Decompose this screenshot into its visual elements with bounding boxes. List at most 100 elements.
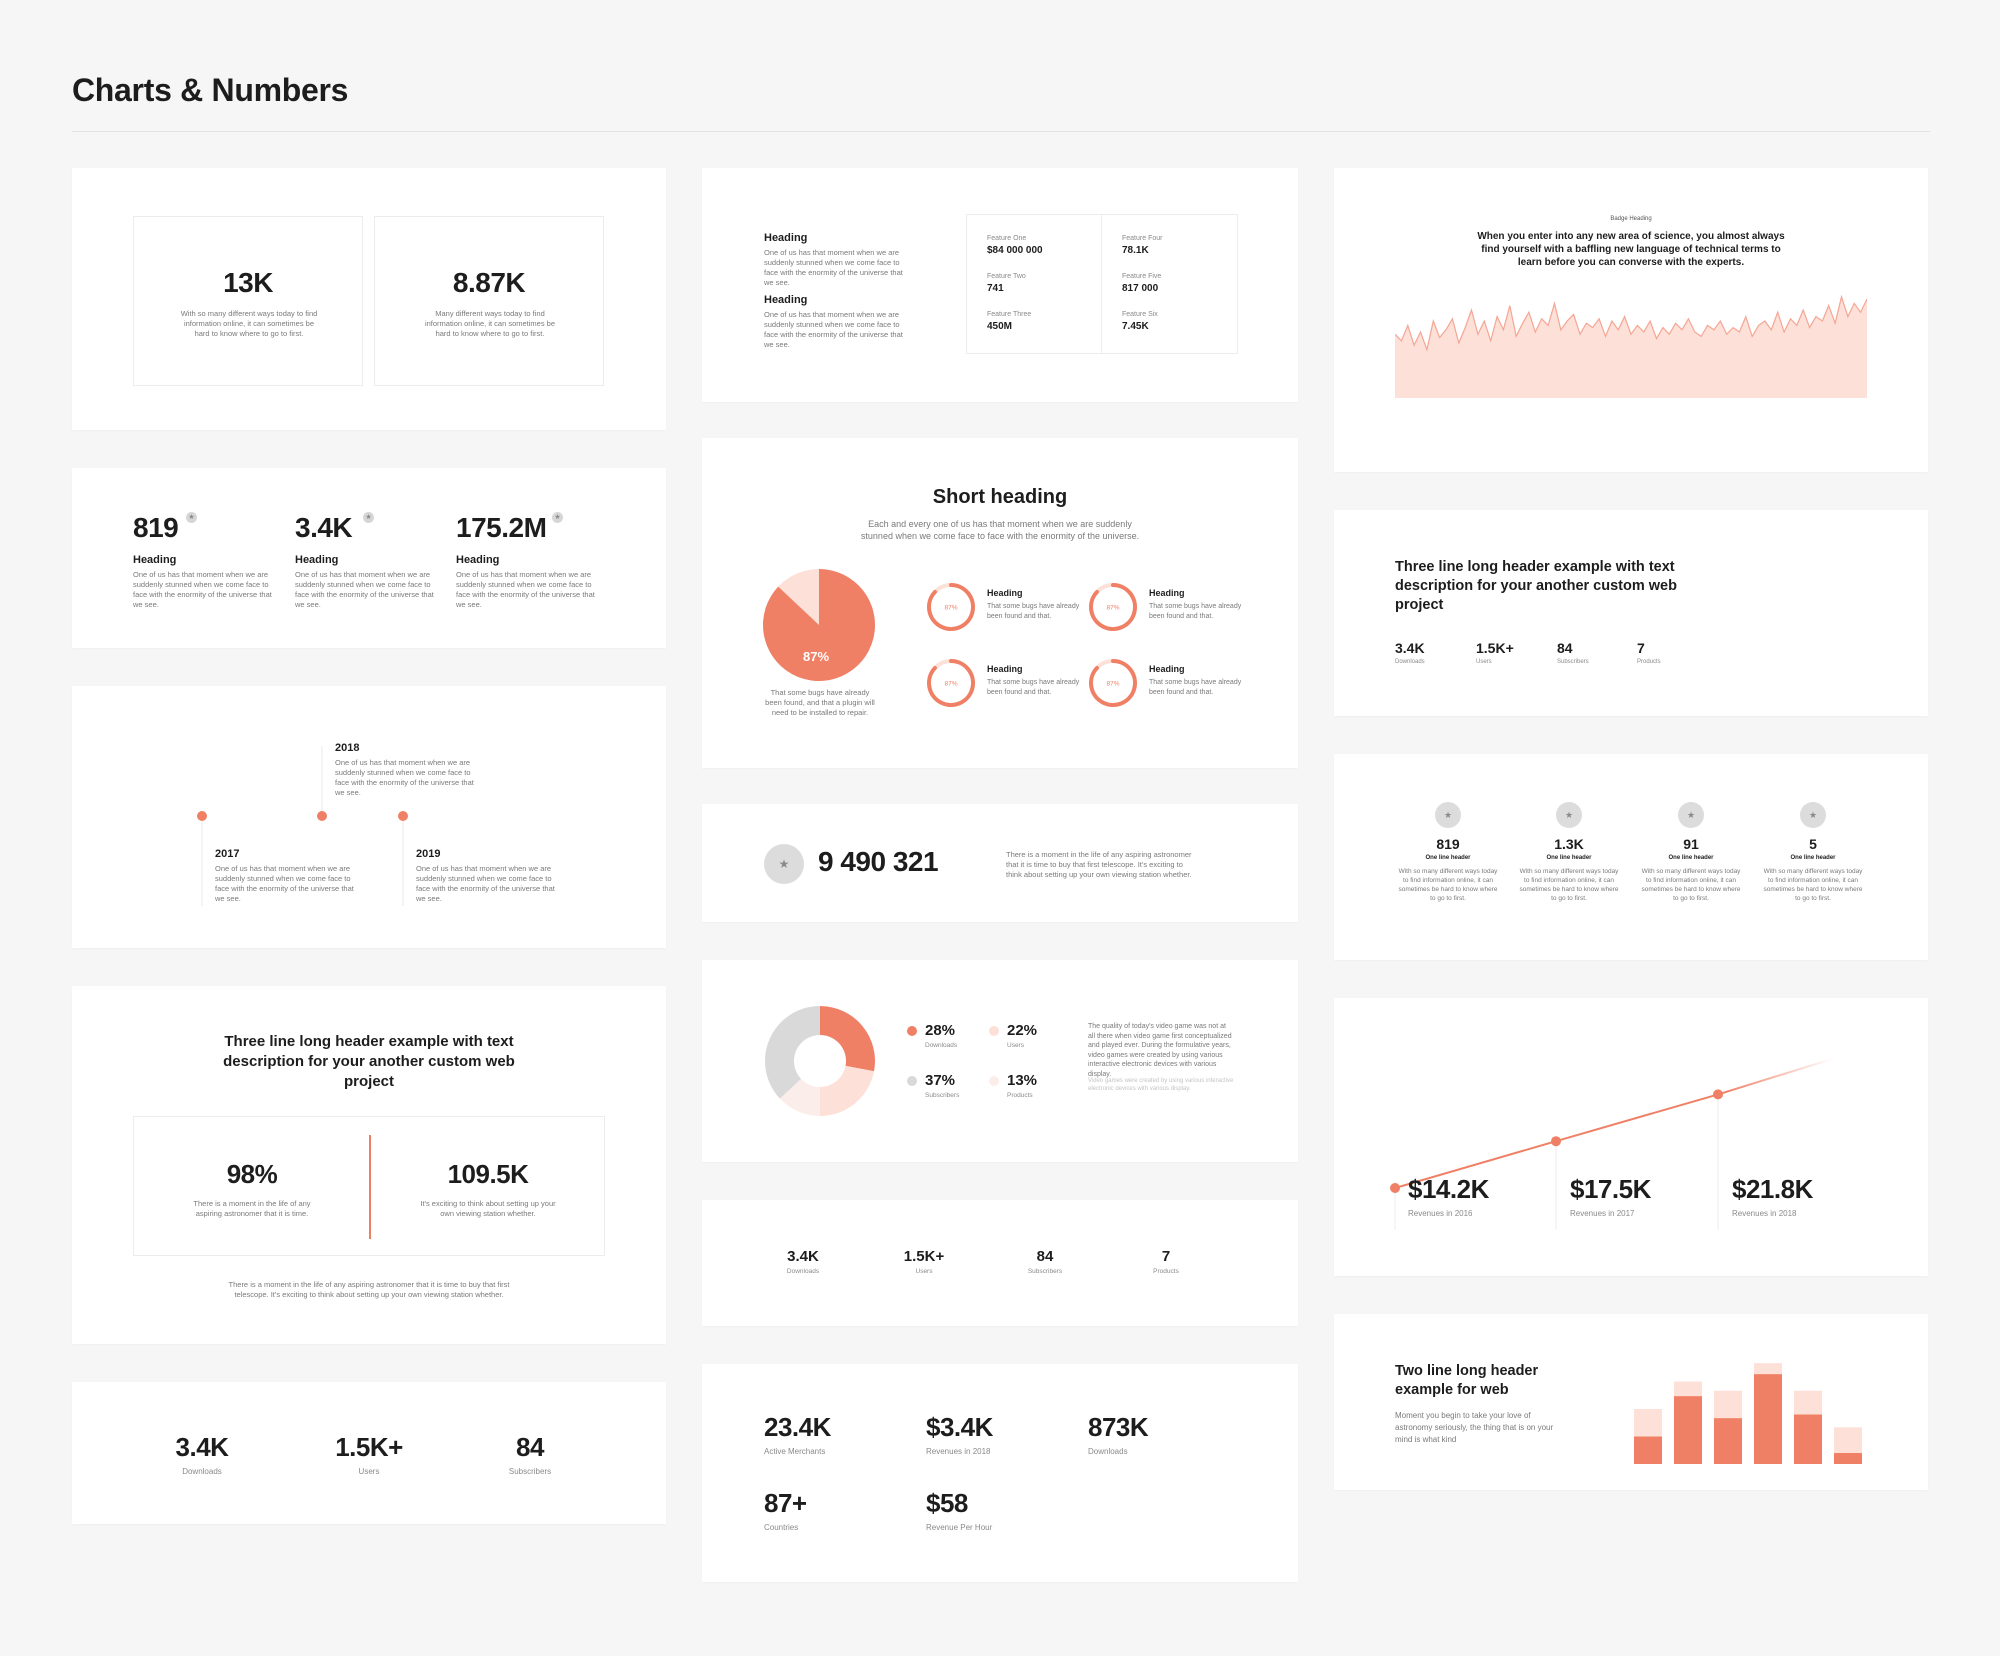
block-heading: Heading (764, 294, 808, 306)
star-icon: ★ (1435, 802, 1461, 828)
stat-item: 1.5K+ Users (1476, 640, 1514, 665)
stat-description: One of us has that moment when we are su… (295, 570, 434, 609)
pie-slice (763, 569, 875, 681)
donut-description-muted: Video games were created by using variou… (1088, 1078, 1234, 1092)
stat-label: Products (1153, 1268, 1179, 1275)
event-description: One of us has that moment when we are su… (416, 864, 555, 903)
heading-block: Heading One of us has that moment when w… (764, 294, 914, 350)
block-description: One of us has that moment when we are su… (764, 248, 903, 287)
revenue-point (1390, 1183, 1400, 1193)
revenue-item: $21.8K Revenues in 2018 (1732, 1174, 1813, 1218)
stat-value: 1.5K+ (335, 1432, 403, 1462)
stat-value: 87+ (764, 1488, 807, 1518)
stat-label: Subscribers (508, 1467, 552, 1476)
event-year: 2018 (335, 742, 360, 754)
ring-label: 87% (944, 681, 957, 688)
star-icon: ★ (1678, 802, 1704, 828)
comparison-card: Three line long header example with text… (72, 986, 666, 1344)
legend-dot (989, 1026, 999, 1036)
card-title: Short heading (932, 486, 1068, 508)
feature-item: Feature Four 78.1K (1122, 235, 1162, 256)
legend-dot (989, 1076, 999, 1086)
area-chart-card: Badge Heading When you enter into any ne… (1334, 168, 1928, 472)
stat-description: With so many different ways today to fin… (180, 309, 318, 338)
ring-heading: Heading (987, 664, 1023, 674)
features-card: Heading One of us has that moment when w… (702, 168, 1298, 402)
stat-item: ★ 5 One line header With so many differe… (1760, 802, 1866, 903)
card-title: Three line long header example with text… (1395, 559, 1677, 613)
block-heading: Heading (764, 232, 808, 244)
ring-heading: Heading (1149, 588, 1185, 598)
donut-card: 28% Downloads 22% Users 37% Subscribers … (702, 960, 1298, 1162)
ring-heading: Heading (1149, 664, 1185, 674)
stat-item: 23.4K Active Merchants (764, 1412, 831, 1456)
stat-item: 84 Subscribers (480, 1432, 580, 1476)
timeline-event: 2018 One of us has that moment when we a… (335, 742, 485, 798)
legend-dot (907, 1026, 917, 1036)
stat-description: There is a moment in the life of any asp… (193, 1199, 311, 1218)
ring-stat: 87% Heading That some bugs have already … (1086, 580, 1246, 640)
ring-label: 87% (1106, 681, 1119, 688)
progress-ring: 87% (1089, 583, 1137, 631)
stat-item: 1.5K+ Users (889, 1248, 959, 1275)
feature-value: 7.45K (1122, 321, 1149, 332)
stat-description: With so many different ways today to fin… (1641, 868, 1741, 902)
timeline-dot (317, 811, 327, 821)
features-table: Feature One $84 000 000 Feature Two 741 … (966, 214, 1238, 354)
legend-value: 28% (925, 1022, 956, 1039)
stat-value: 3.4K (787, 1248, 819, 1265)
stat-item: 7 Products (1131, 1248, 1201, 1275)
feature-label: Feature One (987, 235, 1027, 242)
stat-label: Downloads (1088, 1447, 1128, 1456)
timeline-event: 2019 One of us has that moment when we a… (416, 848, 566, 904)
feature-label: Feature Five (1122, 273, 1162, 280)
donut-chart (765, 1006, 875, 1116)
ring-description: That some bugs have already been found a… (987, 603, 1080, 620)
revenue-item: $17.5K Revenues in 2017 (1570, 1174, 1651, 1218)
area-line (1395, 294, 1867, 352)
donut-segment (820, 1006, 875, 1072)
donut-segment (765, 1006, 820, 1099)
stat-item: 1.5K+ Users (319, 1432, 419, 1476)
stat-label: Users (358, 1467, 380, 1476)
stat-description: Many different ways today to find inform… (424, 309, 556, 338)
stat-box: 13K With so many different ways today to… (133, 216, 363, 386)
star-icon: ★ (1800, 802, 1826, 828)
stat-value: 84 (1036, 1248, 1054, 1265)
revenue-item: $14.2K Revenues in 2016 (1408, 1174, 1489, 1218)
revenue-label: Revenues in 2016 (1408, 1209, 1473, 1218)
stat-value: 109.5K (447, 1159, 529, 1189)
legend-label: Products (1007, 1092, 1033, 1099)
progress-ring: 87% (1089, 659, 1137, 707)
ring-stat: 87% Heading That some bugs have already … (924, 580, 1084, 640)
donut-segment (779, 1078, 820, 1116)
stat-item: 819 ★ Heading One of us has that moment … (133, 512, 283, 610)
revenue-value: $14.2K (1408, 1174, 1489, 1204)
stat-item: 87+ Countries (764, 1488, 807, 1532)
stats-row-card: 3.4K Downloads 1.5K+ Users 84 Subscriber… (72, 1382, 666, 1524)
stat-item: 3.4K Downloads (1395, 640, 1425, 665)
stat-item: 3.4K ★ Heading One of us has that moment… (295, 512, 445, 610)
stat-item: $58 Revenue Per Hour (926, 1488, 992, 1532)
stat-description: One of us has that moment when we are su… (456, 570, 595, 609)
legend-item: 28% Downloads (907, 1022, 987, 1049)
stat-label: Active Merchants (764, 1447, 826, 1456)
stat-item: 873K Downloads (1088, 1412, 1149, 1456)
bar-value (1794, 1414, 1822, 1464)
revenue-value: $21.8K (1732, 1174, 1813, 1204)
stat-value: 13K (223, 267, 273, 298)
stat-value: 84 (516, 1432, 544, 1462)
ring-description: That some bugs have already been found a… (1149, 679, 1242, 696)
star-icon: ★ (764, 844, 804, 884)
revenue-point (1713, 1089, 1723, 1100)
stat-heading: Heading (295, 554, 339, 566)
feature-item: Feature Five 817 000 (1122, 273, 1161, 294)
bar-value (1634, 1436, 1662, 1464)
block-description: One of us has that moment when we are su… (764, 310, 903, 349)
stat-description: One of us has that moment when we are su… (133, 570, 272, 609)
heading-block: Heading One of us has that moment when w… (764, 232, 914, 288)
stats-grid-card: 23.4K Active Merchants $3.4K Revenues in… (702, 1364, 1298, 1582)
feature-item: Feature Two 741 (987, 273, 1026, 294)
stat-item: ★ 819 One line header With so many diffe… (1395, 802, 1501, 903)
stat-item: 3.4K Downloads (152, 1432, 252, 1476)
